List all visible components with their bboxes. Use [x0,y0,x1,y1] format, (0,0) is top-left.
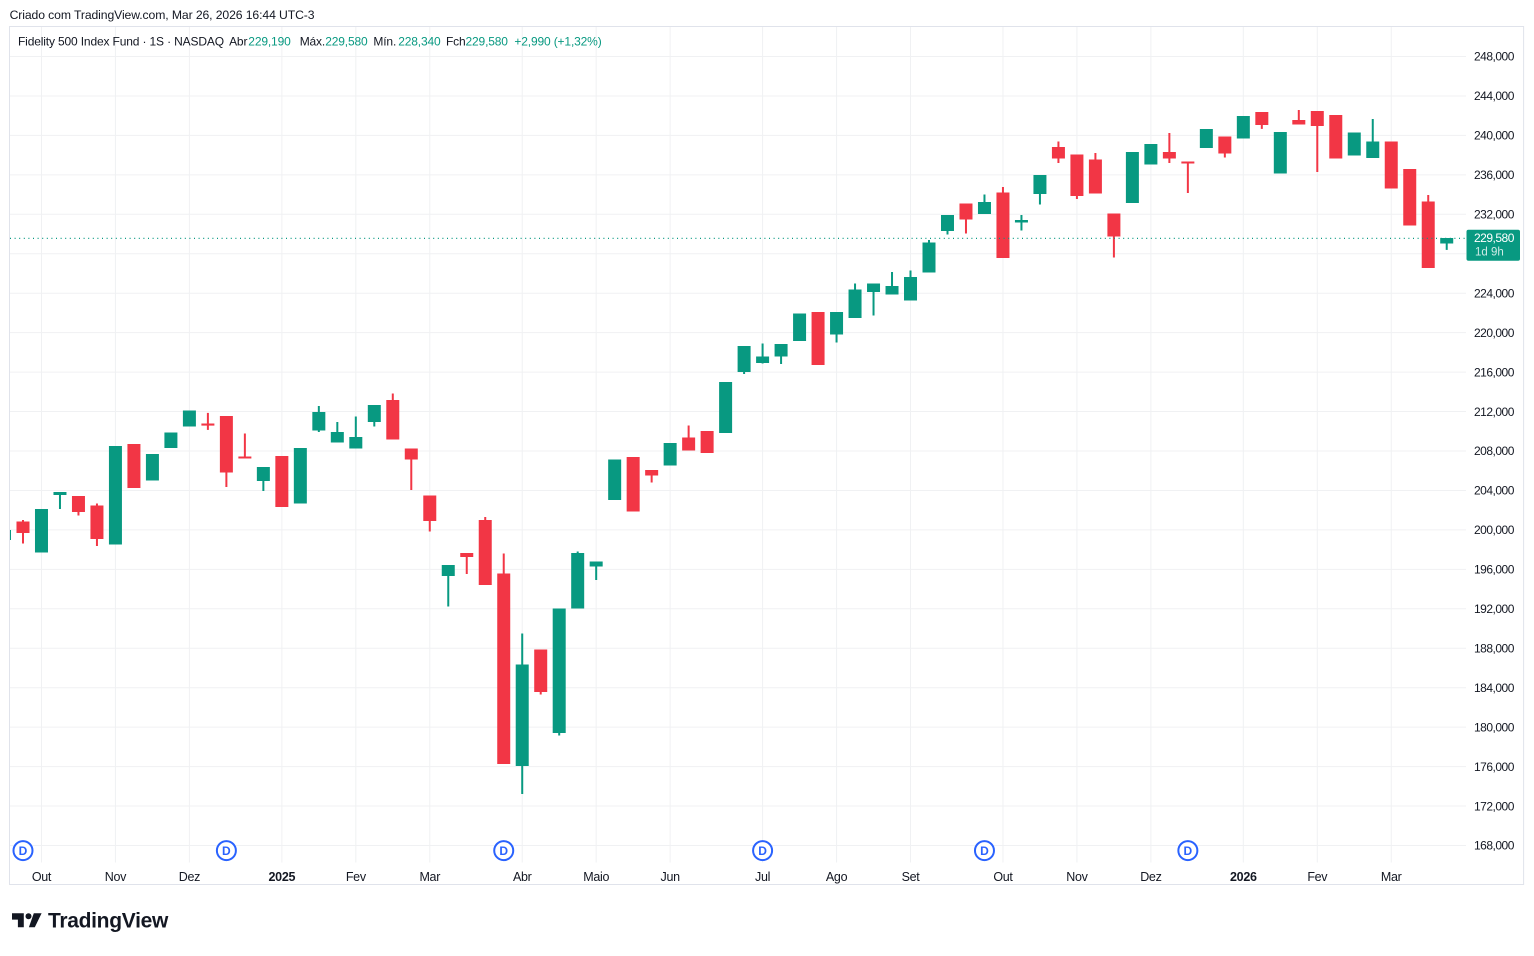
svg-text:232,000: 232,000 [1474,208,1515,222]
svg-text:216,000: 216,000 [1474,365,1515,379]
svg-text:2025: 2025 [269,870,296,884]
svg-text:2026: 2026 [1230,870,1257,884]
svg-text:Mar: Mar [1381,870,1402,884]
svg-text:240,000: 240,000 [1474,129,1515,143]
svg-text:Set: Set [902,870,921,884]
svg-text:D: D [19,844,28,858]
svg-text:208,000: 208,000 [1474,444,1515,458]
svg-text:Out: Out [993,870,1013,884]
svg-text:Abr: Abr [229,35,247,49]
svg-text:229,580: 229,580 [325,35,368,49]
svg-text:228,340: 228,340 [398,35,441,49]
svg-text:Mín.: Mín. [373,35,396,49]
svg-text:229,580: 229,580 [1474,231,1515,245]
svg-text:Nov: Nov [1066,870,1088,884]
svg-text:Dez: Dez [1140,870,1161,884]
svg-text:168,000: 168,000 [1474,839,1515,853]
svg-text:Dez: Dez [179,870,200,884]
svg-text:Nov: Nov [105,870,127,884]
svg-text:180,000: 180,000 [1474,720,1515,734]
svg-text:TradingView: TradingView [48,910,169,933]
svg-text:184,000: 184,000 [1474,681,1515,695]
svg-text:Fev: Fev [346,870,367,884]
svg-text:Out: Out [32,870,52,884]
svg-text:212,000: 212,000 [1474,405,1515,419]
svg-text:D: D [499,844,508,858]
svg-text:229,580: 229,580 [466,35,509,49]
svg-text:172,000: 172,000 [1474,799,1515,813]
svg-text:176,000: 176,000 [1474,760,1515,774]
svg-text:D: D [980,844,989,858]
svg-text:Ago: Ago [826,870,848,884]
svg-text:D: D [222,844,231,858]
svg-text:188,000: 188,000 [1474,641,1515,655]
svg-text:Máx.: Máx. [300,35,325,49]
svg-text:248,000: 248,000 [1474,50,1515,64]
svg-text:Criado com TradingView.com, Ma: Criado com TradingView.com, Mar 26, 2026… [10,8,315,22]
svg-text:+2,990 (+1,32%): +2,990 (+1,32%) [514,35,601,49]
svg-text:244,000: 244,000 [1474,89,1515,103]
svg-text:196,000: 196,000 [1474,563,1515,577]
svg-text:Jun: Jun [661,870,681,884]
svg-text:Fidelity 500 Index Fund · 1S ·: Fidelity 500 Index Fund · 1S · NASDAQ [18,35,224,49]
svg-text:1d 9h: 1d 9h [1475,247,1504,259]
svg-text:Abr: Abr [513,870,532,884]
svg-text:Jul: Jul [755,870,770,884]
svg-text:Mar: Mar [419,870,440,884]
svg-text:200,000: 200,000 [1474,523,1515,537]
svg-text:204,000: 204,000 [1474,484,1515,498]
svg-text:192,000: 192,000 [1474,602,1515,616]
svg-text:224,000: 224,000 [1474,286,1515,300]
svg-text:Fch: Fch [446,35,466,49]
svg-text:D: D [758,844,767,858]
svg-text:Maio: Maio [583,870,609,884]
svg-text:220,000: 220,000 [1474,326,1515,340]
svg-text:236,000: 236,000 [1474,168,1515,182]
svg-text:229,190: 229,190 [248,35,291,49]
svg-text:Fev: Fev [1307,870,1328,884]
svg-text:D: D [1184,844,1193,858]
